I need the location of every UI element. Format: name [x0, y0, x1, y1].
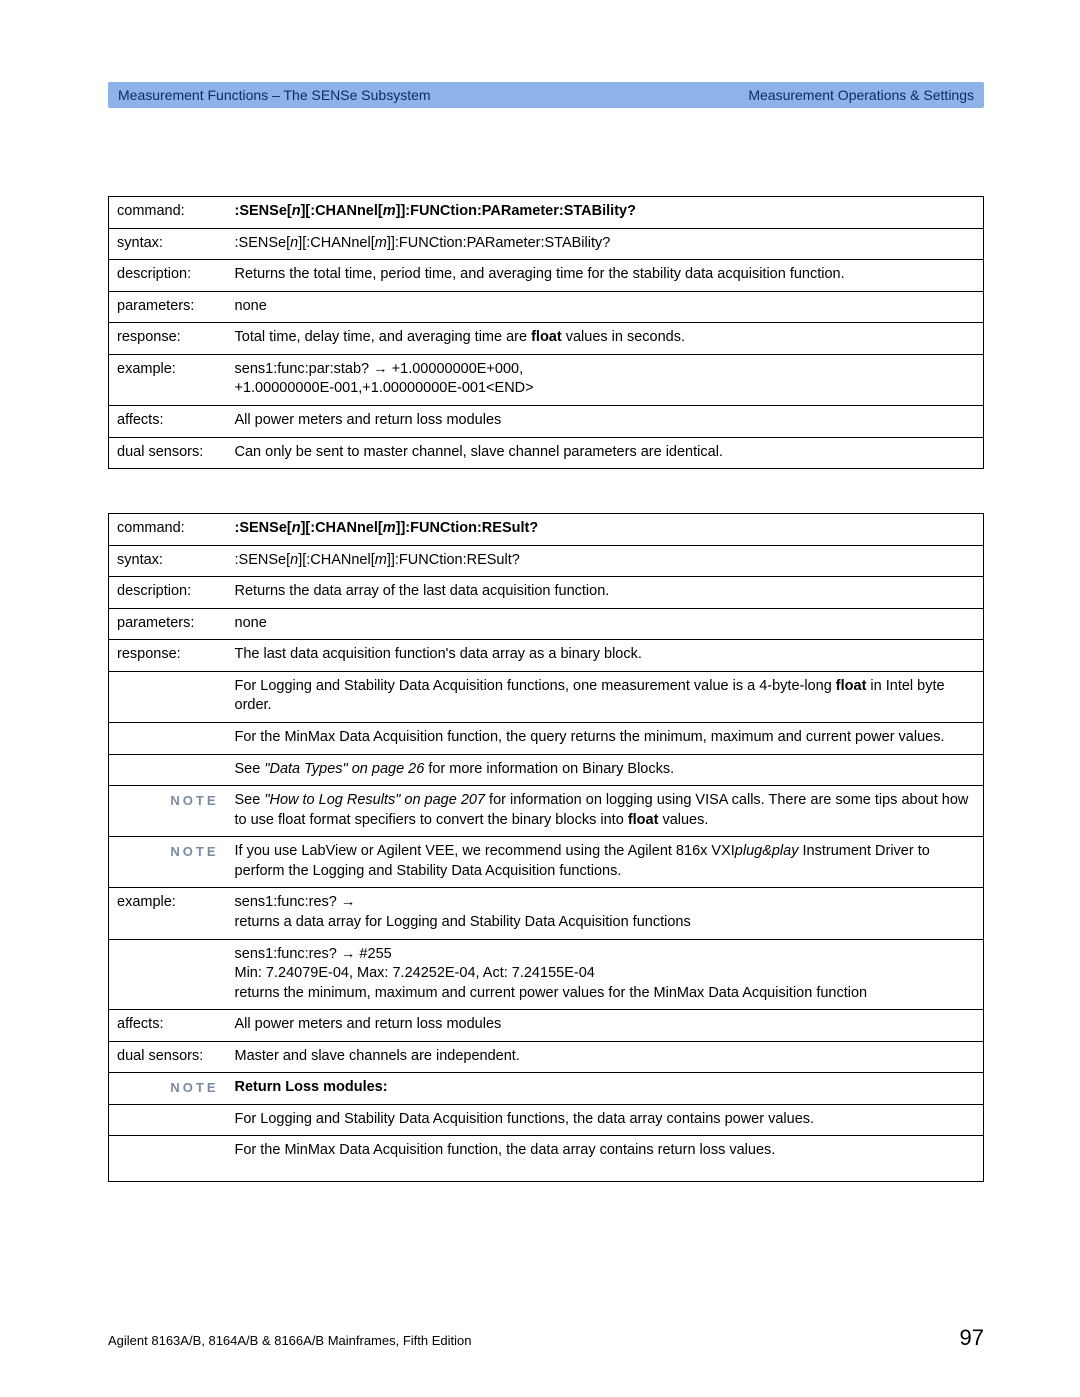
- row-label: [109, 671, 227, 722]
- row-label: [109, 1136, 227, 1182]
- row-value: Total time, delay time, and averaging ti…: [227, 323, 984, 355]
- note-label: NOTE: [109, 786, 227, 837]
- page-footer: Agilent 8163A/B, 8164A/B & 8166A/B Mainf…: [108, 1325, 984, 1351]
- row-label: description:: [109, 577, 227, 609]
- row-value: All power meters and return loss modules: [227, 1010, 984, 1042]
- row-label: affects:: [109, 1010, 227, 1042]
- table-row: sens1:func:res? → #255 Min: 7.24079E-04,…: [109, 939, 984, 1010]
- row-label: [109, 723, 227, 755]
- row-value: Can only be sent to master channel, slav…: [227, 437, 984, 469]
- table-row: response: The last data acquisition func…: [109, 640, 984, 672]
- table-row: syntax: :SENSe[n][:CHANnel[m]]:FUNCtion:…: [109, 228, 984, 260]
- row-label: affects:: [109, 405, 227, 437]
- table-row: NOTE See "How to Log Results" on page 20…: [109, 786, 984, 837]
- page: Measurement Functions – The SENSe Subsys…: [0, 0, 1080, 1397]
- row-value: Returns the total time, period time, and…: [227, 260, 984, 292]
- row-label: [109, 754, 227, 786]
- table-row: For the MinMax Data Acquisition function…: [109, 723, 984, 755]
- row-label: dual sensors:: [109, 437, 227, 469]
- arrow-icon: →: [341, 946, 356, 962]
- row-value: All power meters and return loss modules: [227, 405, 984, 437]
- command-table-result: command: :SENSe[n][:CHANnel[m]]:FUNCtion…: [108, 513, 984, 1182]
- row-label: response:: [109, 323, 227, 355]
- table-row: parameters: none: [109, 291, 984, 323]
- row-label: example:: [109, 888, 227, 939]
- row-value: :SENSe[n][:CHANnel[m]]:FUNCtion:PARamete…: [227, 228, 984, 260]
- row-value: For the MinMax Data Acquisition function…: [227, 723, 984, 755]
- header-left: Measurement Functions – The SENSe Subsys…: [118, 87, 431, 103]
- table-row: For Logging and Stability Data Acquisiti…: [109, 671, 984, 722]
- row-value: :SENSe[n][:CHANnel[m]]:FUNCtion:RESult?: [227, 545, 984, 577]
- section-header-bar: Measurement Functions – The SENSe Subsys…: [108, 82, 984, 108]
- page-number: 97: [960, 1325, 984, 1351]
- row-value: sens1:func:res? → returns a data array f…: [227, 888, 984, 939]
- row-label: example:: [109, 354, 227, 405]
- row-label: parameters:: [109, 608, 227, 640]
- row-value: For the MinMax Data Acquisition function…: [227, 1136, 984, 1182]
- row-value: none: [227, 291, 984, 323]
- row-value: sens1:func:res? → #255 Min: 7.24079E-04,…: [227, 939, 984, 1010]
- arrow-icon: →: [373, 361, 388, 377]
- table-row: command: :SENSe[n][:CHANnel[m]]:FUNCtion…: [109, 197, 984, 229]
- table-row: example: sens1:func:res? → returns a dat…: [109, 888, 984, 939]
- note-label: NOTE: [109, 1073, 227, 1105]
- table-row: example: sens1:func:par:stab? → +1.00000…: [109, 354, 984, 405]
- table-row: command: :SENSe[n][:CHANnel[m]]:FUNCtion…: [109, 514, 984, 546]
- header-right: Measurement Operations & Settings: [748, 87, 974, 103]
- table-row: affects: All power meters and return los…: [109, 405, 984, 437]
- row-value: Returns the data array of the last data …: [227, 577, 984, 609]
- table-row: For Logging and Stability Data Acquisiti…: [109, 1104, 984, 1136]
- table-row: dual sensors: Can only be sent to master…: [109, 437, 984, 469]
- table-row: NOTE Return Loss modules:: [109, 1073, 984, 1105]
- row-value: For Logging and Stability Data Acquisiti…: [227, 671, 984, 722]
- note-label: NOTE: [109, 837, 227, 888]
- footer-left: Agilent 8163A/B, 8164A/B & 8166A/B Mainf…: [108, 1333, 472, 1348]
- row-value: none: [227, 608, 984, 640]
- table-row: For the MinMax Data Acquisition function…: [109, 1136, 984, 1182]
- row-value: :SENSe[n][:CHANnel[m]]:FUNCtion:PARamete…: [227, 197, 984, 229]
- row-value: Return Loss modules:: [227, 1073, 984, 1105]
- row-value: See "Data Types" on page 26 for more inf…: [227, 754, 984, 786]
- row-label: dual sensors:: [109, 1041, 227, 1073]
- table-row: response: Total time, delay time, and av…: [109, 323, 984, 355]
- row-label: syntax:: [109, 545, 227, 577]
- table-row: parameters: none: [109, 608, 984, 640]
- arrow-icon: →: [341, 894, 356, 910]
- row-label: syntax:: [109, 228, 227, 260]
- table-row: dual sensors: Master and slave channels …: [109, 1041, 984, 1073]
- command-table-stability: command: :SENSe[n][:CHANnel[m]]:FUNCtion…: [108, 196, 984, 469]
- table-row: See "Data Types" on page 26 for more inf…: [109, 754, 984, 786]
- row-value: If you use LabView or Agilent VEE, we re…: [227, 837, 984, 888]
- row-value: For Logging and Stability Data Acquisiti…: [227, 1104, 984, 1136]
- table-row: affects: All power meters and return los…: [109, 1010, 984, 1042]
- row-label: description:: [109, 260, 227, 292]
- row-value: sens1:func:par:stab? → +1.00000000E+000,…: [227, 354, 984, 405]
- row-value: The last data acquisition function's dat…: [227, 640, 984, 672]
- row-label: [109, 1104, 227, 1136]
- row-value: :SENSe[n][:CHANnel[m]]:FUNCtion:RESult?: [227, 514, 984, 546]
- row-label: response:: [109, 640, 227, 672]
- row-value: Master and slave channels are independen…: [227, 1041, 984, 1073]
- row-label: parameters:: [109, 291, 227, 323]
- row-label: [109, 939, 227, 1010]
- row-value: See "How to Log Results" on page 207 for…: [227, 786, 984, 837]
- table-row: description: Returns the data array of t…: [109, 577, 984, 609]
- table-row: NOTE If you use LabView or Agilent VEE, …: [109, 837, 984, 888]
- row-label: command:: [109, 514, 227, 546]
- table-row: description: Returns the total time, per…: [109, 260, 984, 292]
- row-label: command:: [109, 197, 227, 229]
- table-row: syntax: :SENSe[n][:CHANnel[m]]:FUNCtion:…: [109, 545, 984, 577]
